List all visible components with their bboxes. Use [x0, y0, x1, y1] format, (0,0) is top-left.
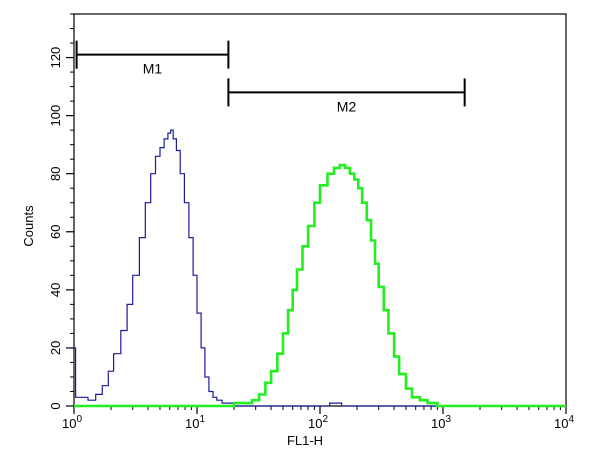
y-tick-label: 40 [48, 283, 63, 297]
marker-label: M1 [143, 61, 163, 77]
x-axis-label: FL1-H [287, 433, 323, 448]
y-axis-ticks: 0 20 40 60 80 100 120 [48, 13, 74, 410]
series-lines [74, 129, 566, 408]
plot-area [73, 13, 567, 407]
series-line-blue [74, 129, 566, 407]
x-tick-label: 103 [431, 414, 451, 431]
y-axis-label: Counts [21, 205, 36, 247]
x-axis-ticks: 100 101 102 103 104 [62, 406, 574, 431]
series-line-green [74, 163, 566, 408]
marker-label: M2 [337, 98, 357, 114]
gate-markers: M1 M2 [75, 40, 466, 114]
y-tick-label: 60 [48, 225, 63, 239]
x-tick-label: 101 [185, 414, 205, 431]
y-tick-label: 20 [48, 341, 63, 355]
marker-m2: M2 [227, 78, 466, 114]
y-tick-label: 120 [48, 47, 63, 69]
marker-m1: M1 [75, 40, 230, 77]
x-tick-label: 100 [62, 414, 82, 431]
y-tick-label: 0 [48, 402, 63, 409]
x-tick-label: 102 [308, 414, 328, 431]
y-tick-label: 100 [48, 105, 63, 127]
x-tick-label: 104 [554, 414, 574, 431]
y-tick-label: 80 [48, 166, 63, 180]
